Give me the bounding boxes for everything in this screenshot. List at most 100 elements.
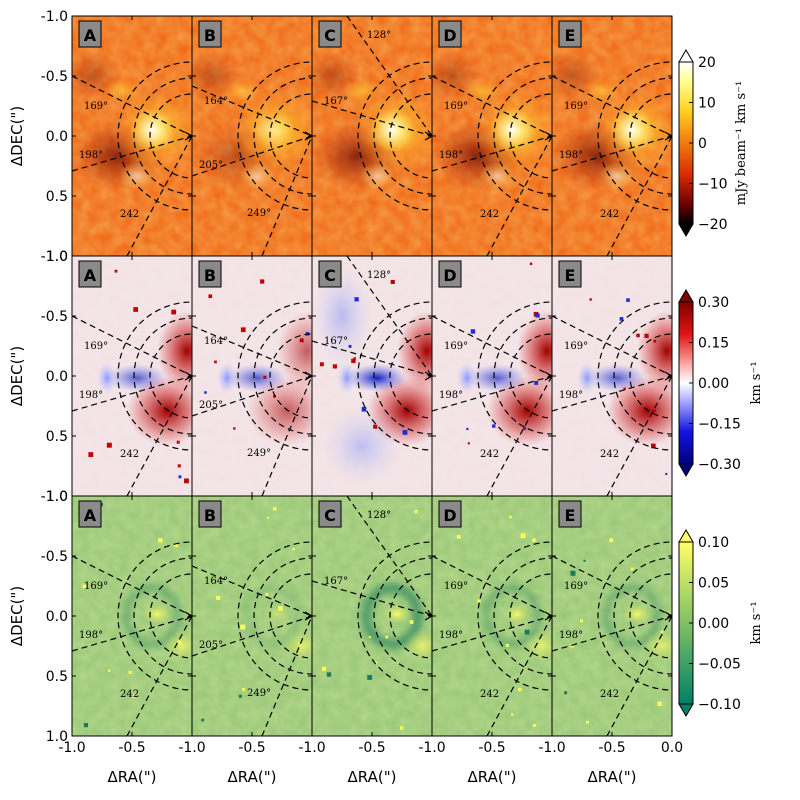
dashed-sightline-1 bbox=[72, 315, 192, 377]
colorbar-tick-label: 0.00 bbox=[698, 376, 729, 392]
noise-speck bbox=[385, 635, 389, 639]
dashed-sightline-2 bbox=[552, 135, 672, 172]
dashed-sightline-2 bbox=[192, 135, 312, 177]
noise-speck bbox=[177, 464, 181, 468]
blueshift-region bbox=[347, 364, 407, 392]
emission-peak bbox=[479, 162, 515, 190]
noise-speck bbox=[83, 723, 89, 728]
noise-speck bbox=[456, 535, 461, 539]
dashed-ring-1 bbox=[509, 573, 552, 659]
noise-speck bbox=[660, 630, 664, 634]
noise-speck bbox=[665, 472, 668, 476]
colorbar-tick-label: 0.05 bbox=[698, 576, 729, 592]
dashed-ring-3 bbox=[597, 301, 672, 451]
noise-speck bbox=[505, 643, 509, 647]
dashed-ring-2 bbox=[613, 317, 672, 435]
dashed-ring-1 bbox=[629, 573, 672, 659]
panel-e-row2: 169° 198° 242 bbox=[552, 256, 672, 496]
noise-speck bbox=[128, 670, 132, 674]
direction-arrowhead bbox=[664, 371, 672, 381]
x-tick-label: -1.0 bbox=[418, 740, 445, 756]
colorbar-label: mJy beam⁻¹ km s⁻¹ bbox=[734, 81, 749, 205]
noise-speck bbox=[532, 538, 536, 542]
noise-speck bbox=[609, 538, 614, 543]
residual-positive bbox=[623, 604, 651, 624]
angle-label: 242 bbox=[480, 209, 499, 220]
angle-label: 167° bbox=[324, 336, 348, 347]
angle-label: 167° bbox=[324, 576, 348, 587]
angle-label: 249° bbox=[247, 208, 271, 219]
blueshift-region bbox=[467, 364, 527, 392]
dashed-ring-1 bbox=[629, 333, 672, 419]
dashed-sightline-2 bbox=[72, 615, 192, 652]
noise-speck bbox=[650, 443, 656, 449]
angle-label: 198° bbox=[559, 150, 583, 161]
dashed-ring-2 bbox=[253, 77, 312, 195]
dashed-ring-2 bbox=[493, 77, 552, 195]
dashed-ring-3 bbox=[117, 301, 192, 451]
noise-speck bbox=[114, 269, 118, 273]
noise-speck bbox=[353, 357, 356, 360]
emission-peak bbox=[610, 108, 654, 152]
colorbar-3: 0.10 0.05 0.00 −0.05 −0.10 km s⁻¹ bbox=[678, 529, 764, 717]
noise-speck bbox=[390, 279, 395, 285]
dashed-ring-2 bbox=[493, 317, 552, 435]
blueshift-region bbox=[577, 362, 597, 394]
colorbar-extend-max bbox=[678, 49, 694, 63]
dashed-sightline-3 bbox=[606, 615, 672, 736]
blueshift-region bbox=[312, 266, 372, 366]
dashed-ring-3 bbox=[357, 301, 432, 451]
noise-speck bbox=[177, 640, 182, 645]
dashed-ring-3 bbox=[357, 61, 432, 211]
panel-label-box bbox=[78, 260, 102, 288]
noise-speck bbox=[570, 644, 574, 648]
residual-ring bbox=[124, 586, 180, 646]
colorbar-tick-label: −0.10 bbox=[698, 697, 741, 713]
noise-speck bbox=[373, 424, 378, 429]
dashed-sightline-2 bbox=[552, 375, 672, 412]
angle-label: 128° bbox=[367, 510, 391, 521]
dashed-sightline-1 bbox=[552, 555, 672, 617]
colorbar-tick-label: −20 bbox=[698, 217, 728, 233]
angle-label: 169° bbox=[84, 341, 108, 352]
x-tick-label: -0.5 bbox=[358, 740, 385, 756]
noise-speck bbox=[532, 723, 536, 727]
noise-speck bbox=[201, 718, 205, 722]
panel-label: A bbox=[84, 26, 97, 45]
dashed-sightline-2 bbox=[432, 615, 552, 652]
dashed-overlay bbox=[552, 61, 672, 256]
panel-label: B bbox=[204, 266, 216, 285]
dashed-ring-3 bbox=[477, 61, 552, 211]
panel-c-row3: 128° 167° bbox=[312, 496, 432, 736]
noise-speck bbox=[518, 688, 522, 692]
angle-label: 164° bbox=[204, 96, 228, 107]
noise-speck bbox=[570, 570, 576, 576]
noise-speck bbox=[263, 375, 267, 379]
panel-d-row1: 169° 198° 242 bbox=[432, 16, 552, 256]
panel-e-row1: 169° 198° 242 bbox=[552, 16, 672, 256]
noise-speck bbox=[467, 442, 470, 445]
angle-label: 198° bbox=[79, 390, 103, 401]
dashed-sightline-2 bbox=[432, 135, 552, 172]
noise-speck bbox=[278, 605, 283, 611]
dashed-sightline-1 bbox=[192, 85, 312, 137]
noise-speck bbox=[267, 516, 270, 519]
noise-speck bbox=[242, 688, 245, 691]
y-tick-label: -1.0 bbox=[41, 9, 68, 25]
colorbar-label: km s⁻¹ bbox=[749, 601, 764, 644]
angle-label: 169° bbox=[564, 581, 588, 592]
noise-speck bbox=[216, 595, 221, 600]
angle-label: 198° bbox=[439, 150, 463, 161]
dashed-overlay bbox=[72, 61, 192, 256]
angle-label: 205° bbox=[199, 160, 223, 171]
dashed-sightline-3 bbox=[606, 135, 672, 256]
noise-speck bbox=[240, 327, 246, 333]
noise-speck bbox=[623, 387, 626, 390]
emission-peak bbox=[119, 162, 155, 190]
dashed-ring-1 bbox=[509, 93, 552, 179]
residual-ring bbox=[361, 583, 423, 649]
dashed-sightline-1 bbox=[346, 16, 432, 137]
residual-positive bbox=[284, 630, 312, 662]
emission-region bbox=[222, 77, 262, 105]
noise-speck bbox=[106, 442, 112, 448]
